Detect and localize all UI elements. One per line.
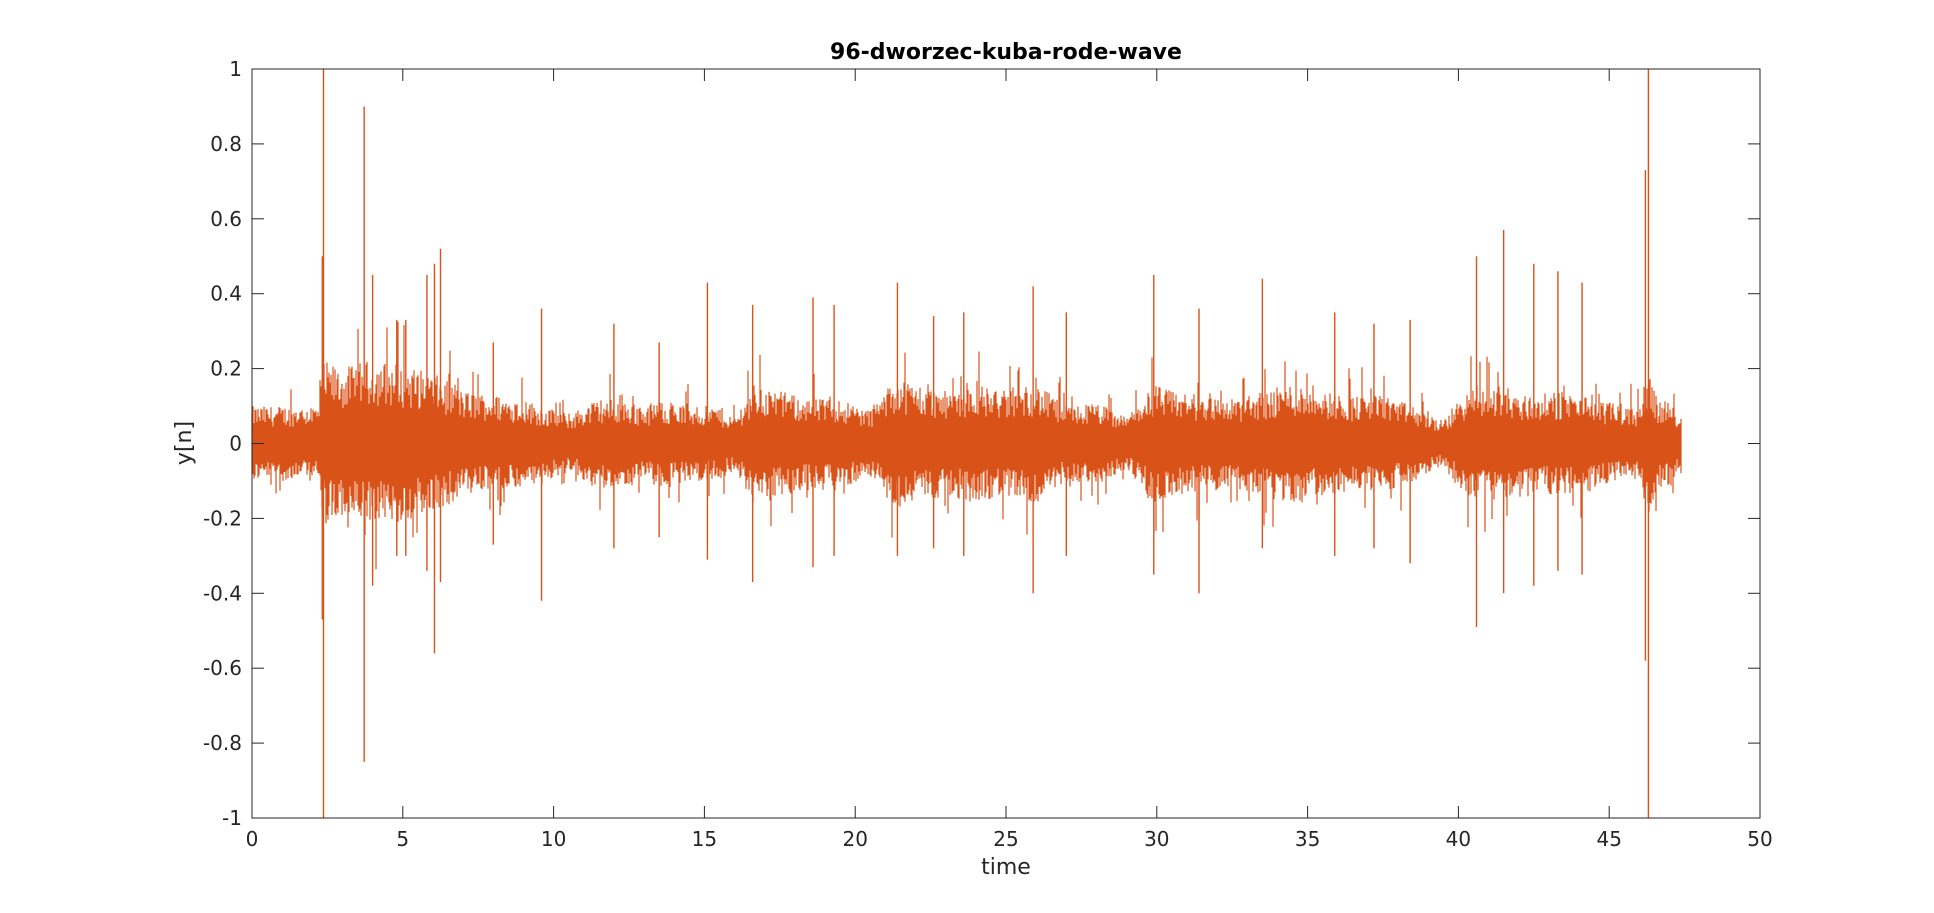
x-tick-label: 10 bbox=[541, 827, 566, 851]
x-tick-label: 50 bbox=[1747, 827, 1772, 851]
x-tick-label: 35 bbox=[1295, 827, 1320, 851]
y-tick-label: 0 bbox=[229, 432, 242, 456]
series-layer bbox=[251, 69, 1682, 818]
x-axis-label: time bbox=[981, 855, 1031, 880]
y-tick-label: 0.8 bbox=[210, 132, 242, 156]
y-tick-label: 0.4 bbox=[210, 282, 242, 306]
y-tick-label: -0.8 bbox=[203, 731, 242, 755]
y-tick-label: 0.2 bbox=[210, 357, 242, 381]
y-tick-label: -0.4 bbox=[203, 581, 242, 605]
x-tick-label: 0 bbox=[246, 827, 259, 851]
chart-title: 96-dworzec-kuba-rode-wave bbox=[830, 40, 1182, 65]
x-tick-label: 40 bbox=[1446, 827, 1471, 851]
ticks-layer: 0 5 10 15 20 25 30 35 40 45 50 -1 -0.8 -0.6 -0.4 -0.2 0 0… bbox=[203, 57, 1773, 851]
y-tick-label: 1 bbox=[229, 57, 242, 81]
y-tick-label: 0.6 bbox=[210, 207, 242, 231]
x-tick-label: 45 bbox=[1596, 827, 1621, 851]
x-tick-label: 5 bbox=[396, 827, 409, 851]
y-axis-label: y[n] bbox=[172, 421, 197, 465]
x-tick-label: 20 bbox=[842, 827, 867, 851]
y-tick-label: -0.6 bbox=[203, 656, 242, 680]
y-tick-label: -1 bbox=[222, 806, 242, 830]
x-tick-label: 25 bbox=[993, 827, 1018, 851]
y-tick-label: -0.2 bbox=[203, 506, 242, 530]
x-tick-label: 15 bbox=[692, 827, 717, 851]
x-tick-label: 30 bbox=[1144, 827, 1169, 851]
